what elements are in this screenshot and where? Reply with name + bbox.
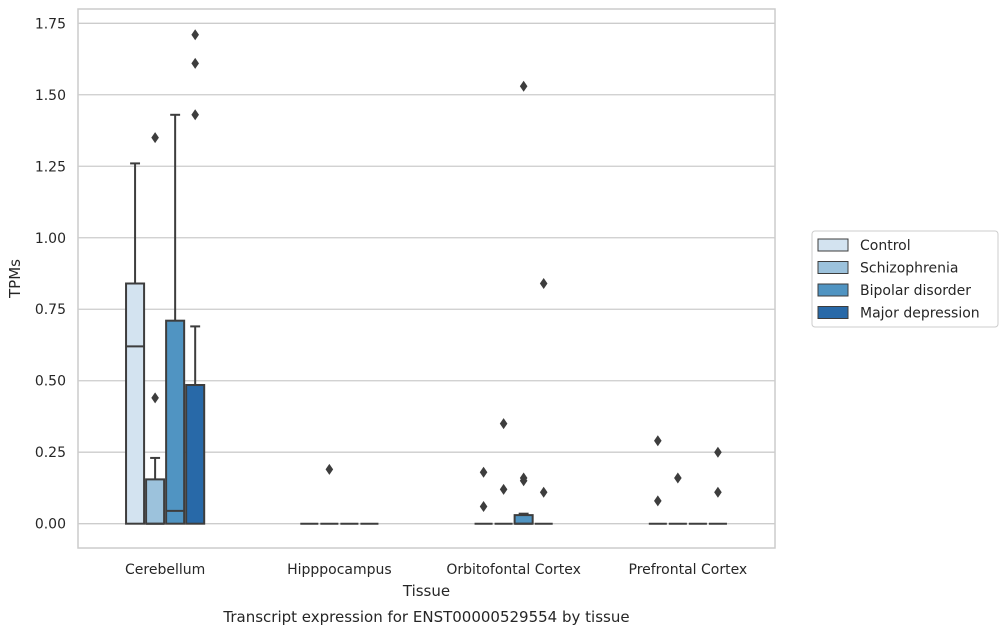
box-control <box>474 466 493 525</box>
x-tick-label: Cerebellum <box>125 562 205 578</box>
outlier-point <box>191 29 199 41</box>
box-control <box>648 435 667 525</box>
outlier-point <box>191 57 199 69</box>
legend-label: Major depression <box>860 306 980 322</box>
y-tick-label: 0.25 <box>35 445 66 461</box>
outlier-point <box>151 132 159 144</box>
x-tick-label: Hipppocampus <box>287 562 392 578</box>
y-tick-label: 0.50 <box>35 374 66 390</box>
box-control <box>125 162 146 525</box>
box-body <box>145 478 166 525</box>
outlier-point <box>654 495 662 507</box>
x-tick-label: Prefrontal Cortex <box>629 562 748 578</box>
box-major-depression <box>185 29 206 525</box>
box-bipolar-disorder <box>513 80 534 525</box>
box-series <box>125 29 727 525</box>
outlier-point <box>714 486 722 498</box>
box-schizophrenia <box>494 418 513 525</box>
legend-frame <box>811 230 999 328</box>
legend: Control Schizophrenia Bipolar disorder Majo… <box>811 230 999 328</box>
legend-swatch <box>817 261 849 274</box>
y-tick-label: 1.50 <box>35 88 66 104</box>
outlier-point <box>519 472 528 484</box>
outlier-point <box>539 278 548 290</box>
chart-caption: Transcript expression for ENST0000052955… <box>222 608 629 626</box>
box-schizophrenia <box>320 463 339 525</box>
outlier-point <box>191 109 199 121</box>
legend-swatch <box>817 238 849 252</box>
y-axis-label: TPMs <box>6 259 24 299</box>
y-tick-label: 1.75 <box>35 16 66 32</box>
outlier-point <box>539 486 548 498</box>
y-tick-label: 0.00 <box>35 517 66 533</box>
outlier-point <box>479 466 488 478</box>
outlier-point <box>325 463 334 475</box>
y-tick-labels: 0.00 0.25 0.50 0.75 1.00 1.25 1.50 1.75 <box>35 16 66 532</box>
box-body <box>513 514 534 525</box>
outlier-point <box>479 501 488 513</box>
outlier-point <box>714 446 722 458</box>
outlier-point <box>499 418 508 430</box>
box-body <box>165 319 186 525</box>
box-schizophrenia <box>145 132 166 525</box>
outlier-point <box>654 435 662 447</box>
y-tick-label: 1.25 <box>35 159 66 175</box>
legend-swatch <box>817 306 849 319</box>
x-axis-label: Tissue <box>402 582 450 600</box>
y-tick-label: 1.00 <box>35 231 66 247</box>
box-bipolar-disorder <box>165 113 186 525</box>
box-schizophrenia <box>668 472 687 525</box>
legend-label: Control <box>860 238 911 254</box>
box-body <box>125 282 146 525</box>
outlier-point <box>499 483 508 495</box>
box-major-depression <box>534 278 553 525</box>
x-tick-label: Orbitofontal Cortex <box>446 562 581 578</box>
outlier-point <box>674 472 682 484</box>
box-major-depression <box>708 446 727 525</box>
plot-frame <box>77 8 776 549</box>
legend-swatch <box>817 283 849 297</box>
legend-label: Schizophrenia <box>860 261 958 277</box>
legend-label: Bipolar disorder <box>860 283 971 299</box>
box-body <box>185 384 206 525</box>
outlier-point <box>151 392 159 404</box>
y-tick-label: 0.75 <box>35 302 66 318</box>
x-tick-labels: Cerebellum Hipppocampus Orbitofontal Corte… <box>125 562 747 578</box>
outlier-point <box>519 80 528 92</box>
